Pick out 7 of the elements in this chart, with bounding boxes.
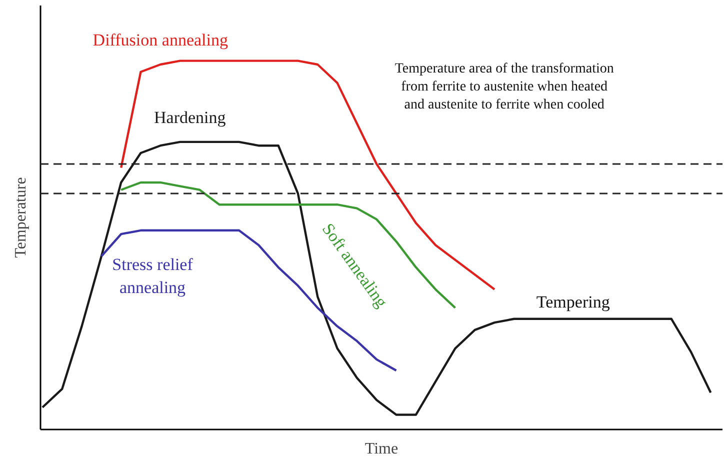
y-axis-title: Temperature [12, 177, 30, 258]
annotation: Temperature area of the transformation from ferrite to austenite when heated and austenite to ferrite when cooled [394, 61, 614, 112]
annotation: Tempering [536, 292, 610, 312]
series-label: Hardening [154, 108, 226, 128]
series-label: Diffusion annealing [92, 30, 228, 50]
x-axis-title: Time [364, 440, 398, 458]
series-label: Stress relief annealing [112, 254, 194, 297]
